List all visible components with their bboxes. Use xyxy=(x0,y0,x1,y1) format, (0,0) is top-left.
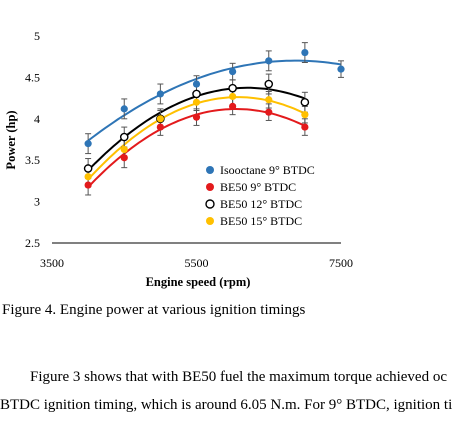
legend-label: BE50 15° BTDC xyxy=(220,214,302,228)
legend-marker xyxy=(206,217,214,225)
x-tick-label: 7500 xyxy=(329,256,353,270)
data-point xyxy=(119,132,129,142)
figure-caption: Figure 4. Engine power at various igniti… xyxy=(2,302,306,318)
chart-legend: Isooctane 9° BTDC BE50 9° BTDC BE50 12° BT… xyxy=(205,163,315,228)
data-point xyxy=(264,79,274,89)
y-tick-label: 4.5 xyxy=(25,70,40,84)
data-point xyxy=(84,181,92,189)
data-point xyxy=(120,145,128,154)
data-point xyxy=(301,48,309,57)
data-point xyxy=(265,108,273,116)
data-point xyxy=(301,111,309,119)
data-point xyxy=(120,154,128,162)
data-point xyxy=(300,97,310,107)
x-tick-label: 3500 xyxy=(40,256,64,270)
legend-label: BE50 9° BTDC xyxy=(220,180,296,194)
data-point xyxy=(120,105,128,113)
data-point xyxy=(265,96,273,104)
legend-marker xyxy=(205,199,215,209)
legend-label: BE50 12° BTDC xyxy=(220,197,302,211)
data-point xyxy=(229,68,237,76)
y-axis-label: Power (hp) xyxy=(4,110,18,169)
fit-curve xyxy=(87,59,342,142)
legend-marker xyxy=(206,166,214,174)
y-tick-label: 2.5 xyxy=(25,236,40,250)
chart-points xyxy=(83,48,345,189)
y-tick-label: 4 xyxy=(34,112,40,126)
data-point xyxy=(156,90,164,98)
data-point xyxy=(156,115,164,123)
data-point xyxy=(84,140,92,148)
power-chart: 2.5 3 3.5 4 4.5 5 3500 5500 7500 Isooctane 9° BT… xyxy=(4,29,353,289)
data-point xyxy=(192,89,201,99)
data-point xyxy=(156,123,164,131)
data-point xyxy=(229,92,237,101)
data-point xyxy=(192,80,201,88)
data-point xyxy=(84,173,92,181)
data-point xyxy=(83,164,93,173)
legend-marker xyxy=(206,183,214,191)
chart-tick-labels: 2.5 3 3.5 4 4.5 5 3500 5500 7500 xyxy=(25,29,353,270)
data-point xyxy=(228,83,237,93)
legend-label: Isooctane 9° BTDC xyxy=(220,163,315,177)
x-tick-label: 5500 xyxy=(185,256,209,270)
body-text-line-1: Figure 3 shows that with BE50 fuel the m… xyxy=(30,369,447,385)
y-tick-label: 3.5 xyxy=(25,153,40,167)
data-point xyxy=(192,113,201,121)
data-point xyxy=(229,102,237,110)
y-tick-label: 3 xyxy=(34,195,40,209)
data-point xyxy=(192,98,201,106)
data-point xyxy=(301,123,309,131)
y-tick-label: 5 xyxy=(34,29,40,43)
data-point xyxy=(337,65,345,73)
data-point xyxy=(265,57,273,65)
x-axis-label: Engine speed (rpm) xyxy=(146,275,251,289)
body-text-line-2: BTDC ignition timing, which is around 6.… xyxy=(0,397,453,413)
